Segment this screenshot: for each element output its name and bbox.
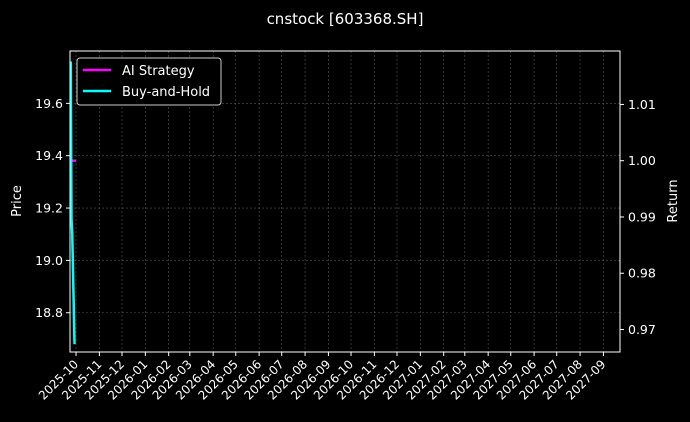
y-right-tick-label: 0.98 — [628, 266, 656, 281]
y-left-tick-label: 19.4 — [35, 148, 63, 163]
y-axis-right-label: Return — [666, 179, 681, 222]
series-layer — [69, 61, 77, 345]
y-axis-left-label: Price — [10, 185, 25, 217]
y-axis-left: 18.8 19.0 19.2 19.4 19.6 — [35, 96, 70, 320]
legend: AI Strategy Buy-and-Hold — [76, 57, 222, 106]
plot-frame — [69, 50, 621, 353]
y-right-tick-label: 0.99 — [628, 209, 656, 224]
y-left-tick-label: 19.6 — [35, 96, 63, 111]
y-left-tick-label: 19.2 — [35, 201, 63, 216]
chart-title: cnstock [603368.SH] — [267, 10, 424, 28]
y-left-tick-label: 19.0 — [35, 253, 63, 268]
legend-label-ai-strategy: AI Strategy — [122, 64, 195, 79]
y-axis-right: 0.97 0.98 0.99 1.00 1.01 — [620, 97, 656, 337]
y-right-tick-label: 1.00 — [628, 153, 656, 168]
y-left-tick-label: 18.8 — [35, 305, 63, 320]
y-right-tick-label: 0.97 — [628, 322, 656, 337]
legend-label-buy-and-hold: Buy-and-Hold — [122, 85, 210, 100]
series-line-buy-and-hold — [69, 61, 76, 345]
x-axis: 2025-102025-112025-122026-012026-022026-… — [36, 352, 609, 403]
legend-box — [76, 57, 222, 106]
y-right-tick-label: 1.01 — [628, 97, 656, 112]
